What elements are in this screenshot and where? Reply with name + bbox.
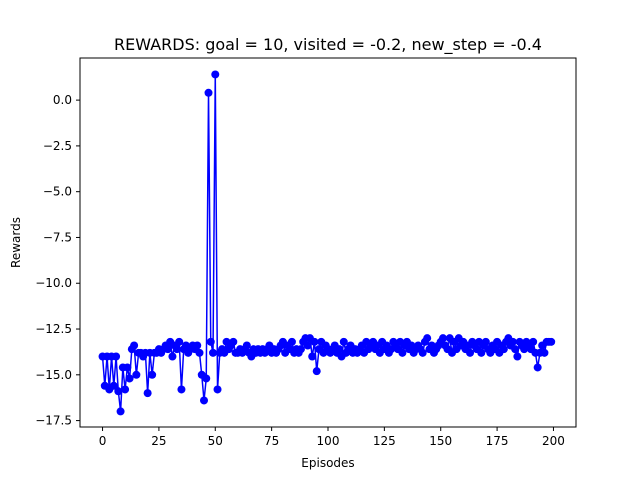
x-tick-label: 50 bbox=[208, 434, 223, 448]
data-point bbox=[540, 348, 549, 357]
data-point bbox=[163, 345, 172, 354]
data-point bbox=[513, 352, 522, 361]
series-layer bbox=[98, 70, 556, 416]
data-point bbox=[481, 337, 490, 346]
x-tick-label: 75 bbox=[264, 434, 279, 448]
data-point bbox=[308, 352, 317, 361]
data-point bbox=[195, 348, 204, 357]
x-tick-label: 100 bbox=[317, 434, 340, 448]
data-point bbox=[177, 385, 186, 394]
data-point bbox=[533, 363, 542, 372]
data-point bbox=[121, 385, 130, 394]
x-tick-label: 25 bbox=[151, 434, 166, 448]
y-axis-label: Rewards bbox=[9, 217, 23, 268]
data-point bbox=[296, 345, 305, 354]
data-point bbox=[310, 337, 319, 346]
y-tick-label: −7.5 bbox=[43, 230, 72, 244]
x-tick-label: 200 bbox=[542, 434, 565, 448]
data-point bbox=[398, 348, 407, 357]
data-point bbox=[477, 348, 486, 357]
data-point bbox=[206, 337, 215, 346]
data-point bbox=[123, 363, 132, 372]
data-point bbox=[423, 334, 432, 343]
data-point bbox=[335, 345, 344, 354]
data-point bbox=[125, 374, 134, 383]
data-point bbox=[466, 348, 475, 357]
data-point bbox=[511, 345, 520, 354]
data-point bbox=[312, 367, 321, 376]
y-tick-label: −10.0 bbox=[35, 276, 72, 290]
data-point bbox=[229, 337, 238, 346]
x-tick-label: 0 bbox=[99, 434, 107, 448]
y-axis: 0.0 −2.5 −5.0 −7.5 −10.0 −12.5 −15.0 −17.5 bbox=[35, 93, 80, 428]
data-point bbox=[148, 370, 157, 379]
data-point bbox=[112, 352, 121, 361]
y-tick-label: −12.5 bbox=[35, 322, 72, 336]
data-point bbox=[175, 337, 184, 346]
x-axis: 0 25 50 75 100 125 150 175 200 bbox=[99, 427, 565, 448]
y-tick-label: −2.5 bbox=[43, 139, 72, 153]
data-point bbox=[168, 352, 177, 361]
data-point bbox=[213, 385, 222, 394]
data-point bbox=[287, 337, 296, 346]
x-tick-label: 175 bbox=[486, 434, 509, 448]
x-axis-label: Episodes bbox=[301, 456, 354, 470]
data-point bbox=[193, 341, 202, 350]
data-point bbox=[116, 407, 125, 416]
y-tick-label: −15.0 bbox=[35, 368, 72, 382]
data-point bbox=[529, 337, 538, 346]
data-point bbox=[547, 337, 556, 346]
data-point bbox=[242, 341, 251, 350]
data-point bbox=[202, 374, 211, 383]
data-point bbox=[130, 341, 139, 350]
x-tick-label: 150 bbox=[429, 434, 452, 448]
chart-title: REWARDS: goal = 10, visited = -0.2, new_… bbox=[114, 35, 542, 55]
data-point bbox=[143, 389, 152, 398]
data-point bbox=[172, 345, 181, 354]
data-point bbox=[211, 70, 220, 79]
data-point bbox=[109, 381, 118, 390]
data-point bbox=[204, 88, 213, 97]
data-point bbox=[339, 337, 348, 346]
y-tick-label: −17.5 bbox=[35, 414, 72, 428]
data-point bbox=[132, 370, 141, 379]
data-point bbox=[418, 348, 427, 357]
data-point bbox=[508, 337, 517, 346]
data-point bbox=[114, 387, 123, 396]
y-tick-label: 0.0 bbox=[53, 93, 72, 107]
data-point bbox=[499, 345, 508, 354]
data-point bbox=[303, 341, 312, 350]
series-line bbox=[101, 73, 552, 413]
y-tick-label: −5.0 bbox=[43, 185, 72, 199]
data-point bbox=[209, 348, 218, 357]
data-point bbox=[438, 334, 447, 343]
x-tick-label: 125 bbox=[373, 434, 396, 448]
data-point bbox=[200, 396, 208, 405]
